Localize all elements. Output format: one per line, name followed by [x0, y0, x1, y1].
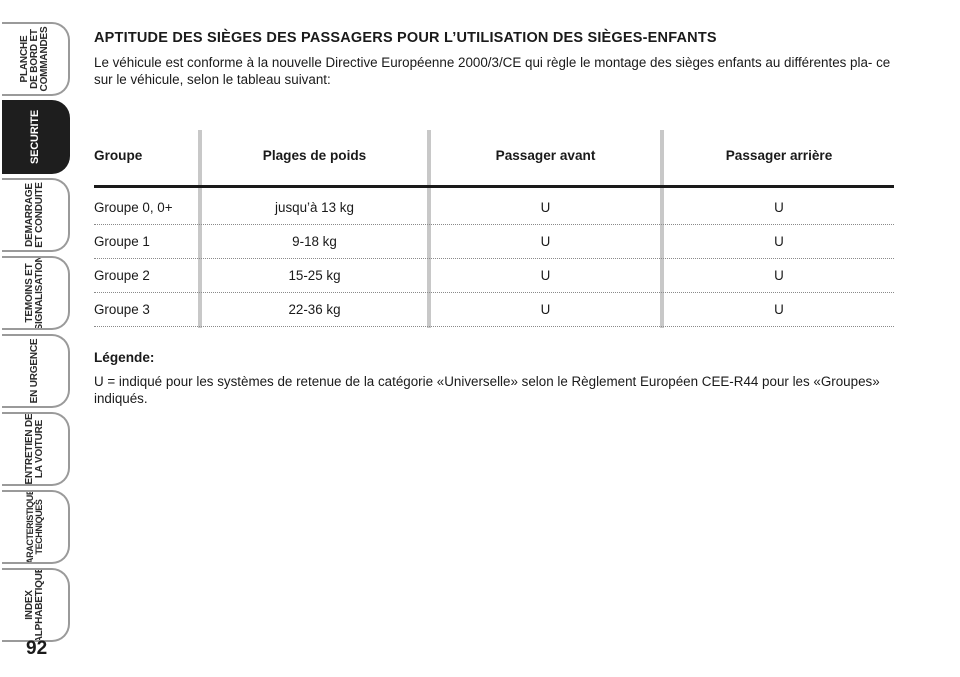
- cell-groupe: Groupe 3: [94, 302, 150, 317]
- cell-groupe: Groupe 1: [94, 234, 150, 249]
- tab-entretien[interactable]: ENTRETIEN DE LA VOITURE: [2, 412, 70, 486]
- main-content: APTITUDE DES SIÈGES DES PASSAGERS POUR L…: [94, 30, 894, 88]
- tab-en-urgence[interactable]: EN URGENCE: [2, 334, 70, 408]
- cell-arriere: U: [774, 302, 784, 317]
- cell-poids: 22-36 kg: [288, 302, 341, 317]
- tab-label: ENTRETIEN DE LA VOITURE: [24, 413, 45, 485]
- tab-demarrage[interactable]: DEMARRAGE ET CONDUITE: [2, 178, 70, 252]
- header-rule: [94, 185, 894, 188]
- cell-avant: U: [540, 268, 551, 283]
- page-number: 92: [26, 638, 48, 659]
- tab-label: SECURITE: [29, 109, 41, 165]
- cell-poids: 9-18 kg: [292, 234, 337, 249]
- column-divider: [660, 130, 664, 328]
- intro-paragraph: Le véhicule est conforme à la nouvelle D…: [94, 55, 891, 87]
- legend-text: U = indiqué pour les systèmes de retenue…: [94, 374, 880, 406]
- tab-label: CARACTERISTIQUES TECHNIQUES: [25, 490, 44, 564]
- legend-title: Légende:: [94, 350, 155, 365]
- table-row: Groupe 3 22-36 kg U U: [94, 292, 894, 327]
- cell-poids: 15-25 kg: [288, 268, 341, 283]
- cell-groupe: Groupe 0, 0+: [94, 200, 173, 215]
- tab-caracteristiques[interactable]: CARACTERISTIQUES TECHNIQUES: [2, 490, 70, 564]
- column-divider: [198, 130, 202, 328]
- cell-arriere: U: [774, 268, 784, 283]
- tab-label: DEMARRAGE ET CONDUITE: [24, 182, 45, 248]
- cell-avant: U: [540, 200, 551, 215]
- tab-label: EN URGENCE: [29, 338, 40, 404]
- cell-avant: U: [540, 302, 551, 317]
- legend-section: Légende: U = indiqué pour les systèmes d…: [94, 350, 894, 407]
- column-divider: [427, 130, 431, 328]
- tab-securite[interactable]: SECURITE: [2, 100, 70, 174]
- table-row: Groupe 2 15-25 kg U U: [94, 258, 894, 293]
- tab-label: TEMOINS ET SIGNALISATION: [24, 256, 45, 330]
- tab-index[interactable]: INDEX ALPHABETIQUE: [2, 568, 70, 642]
- cell-groupe: Groupe 2: [94, 268, 150, 283]
- tab-temoins[interactable]: TEMOINS ET SIGNALISATION: [2, 256, 70, 330]
- table-row: Groupe 0, 0+ jusqu’à 13 kg U U: [94, 190, 894, 225]
- header-plages-de-poids: Plages de poids: [262, 148, 367, 163]
- header-passager-arriere: Passager arrière: [725, 148, 833, 163]
- cell-arriere: U: [774, 200, 784, 215]
- tab-planche-de-bord[interactable]: PLANCHE DE BORD ET COMMANDES: [2, 22, 70, 96]
- section-heading: APTITUDE DES SIÈGES DES PASSAGERS POUR L…: [94, 30, 717, 46]
- header-groupe: Groupe: [94, 148, 143, 163]
- tab-label: INDEX ALPHABETIQUE: [24, 568, 45, 642]
- table-row: Groupe 1 9-18 kg U U: [94, 224, 894, 259]
- tab-label: PLANCHE DE BORD ET COMMANDES: [19, 26, 50, 92]
- cell-arriere: U: [774, 234, 784, 249]
- child-seat-table: Groupe Plages de poids Passager avant Pa…: [94, 130, 894, 328]
- cell-avant: U: [540, 234, 551, 249]
- cell-poids: jusqu’à 13 kg: [275, 200, 354, 215]
- header-passager-avant: Passager avant: [495, 148, 596, 163]
